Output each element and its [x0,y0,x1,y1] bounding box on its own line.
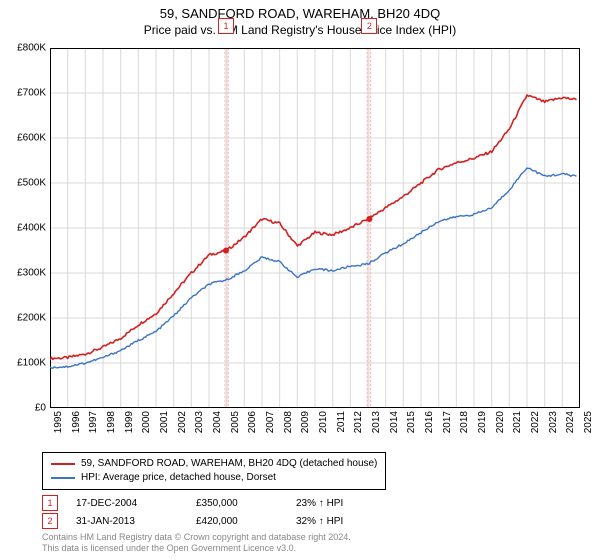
x-tick-label: 1997 [88,411,99,433]
x-tick-label: 2019 [477,411,488,433]
legend-label: HPI: Average price, detached house, Dors… [81,471,276,485]
legend-item: HPI: Average price, detached house, Dors… [51,471,377,485]
x-tick-label: 2005 [230,411,241,433]
x-tick-label: 2020 [495,411,506,433]
x-tick-label: 2018 [459,411,470,433]
sale-date: 17-DEC-2004 [76,498,196,509]
x-tick-label: 2014 [389,411,400,433]
sale-date: 31-JAN-2013 [76,516,196,527]
chart-container: 59, SANDFORD ROAD, WAREHAM, BH20 4DQ Pri… [0,0,600,560]
sale-row: 1 17-DEC-2004£350,00023% HPI [42,494,396,512]
x-tick-label: 2015 [406,411,417,433]
x-tick-label: 2011 [336,411,347,433]
chart-subtitle: Price paid vs. HM Land Registry's House … [0,21,600,43]
x-tick-label: 1999 [124,411,135,433]
y-tick-label: £100K [17,358,46,369]
x-tick-label: 2025 [583,411,594,433]
y-tick-label: £800K [17,43,46,54]
sale-price: £420,000 [196,516,296,527]
legend-label: 59, SANDFORD ROAD, WAREHAM, BH20 4DQ (de… [81,457,377,471]
sale-marker-1: 1 [218,18,234,34]
y-tick-label: £400K [17,223,46,234]
x-tick-label: 2013 [371,411,382,433]
legend-item: 59, SANDFORD ROAD, WAREHAM, BH20 4DQ (de… [51,457,377,471]
x-tick-label: 1995 [53,411,64,433]
sale-price: £350,000 [196,498,296,509]
y-tick-label: £500K [17,178,46,189]
legend: 59, SANDFORD ROAD, WAREHAM, BH20 4DQ (de… [42,452,386,490]
y-tick-label: £300K [17,268,46,279]
sale-diff: 23% HPI [296,498,396,509]
sale-marker-box: 2 [42,513,58,529]
x-tick-label: 2002 [177,411,188,433]
y-tick-label: £600K [17,133,46,144]
sale-diff: 32% HPI [296,516,396,527]
footer-line-2: This data is licensed under the Open Gov… [42,543,351,554]
y-tick-label: £200K [17,313,46,324]
sale-diff-suffix: HPI [324,498,343,509]
sale-marker-2: 2 [361,18,377,34]
x-tick-label: 2001 [159,411,170,433]
x-tick-label: 2023 [548,411,559,433]
x-tick-label: 2022 [530,411,541,433]
x-tick-label: 2021 [512,411,523,433]
x-tick-label: 2017 [442,411,453,433]
y-tick-label: £700K [17,88,46,99]
x-tick-label: 2012 [353,411,364,433]
x-tick-label: 2010 [318,411,329,433]
x-tick-label: 2008 [283,411,294,433]
chart-area: £0£100K£200K£300K£400K£500K£600K£700K£80… [50,48,580,408]
sale-diff-suffix: HPI [324,516,343,527]
x-tick-label: 1998 [106,411,117,433]
x-tick-label: 2016 [424,411,435,433]
sale-marker-box: 1 [42,495,58,511]
y-tick-label: £0 [35,403,46,414]
x-tick-label: 2003 [194,411,205,433]
chart-svg [50,48,580,408]
x-tick-label: 2024 [565,411,576,433]
sale-row: 2 31-JAN-2013£420,00032% HPI [42,512,396,530]
x-tick-label: 2006 [247,411,258,433]
legend-swatch [51,463,75,465]
footer-attribution: Contains HM Land Registry data © Crown c… [42,532,351,554]
x-tick-label: 2000 [141,411,152,433]
x-tick-label: 2004 [212,411,223,433]
legend-swatch [51,477,75,479]
footer-line-1: Contains HM Land Registry data © Crown c… [42,532,351,543]
x-tick-label: 1996 [71,411,82,433]
chart-title: 59, SANDFORD ROAD, WAREHAM, BH20 4DQ [0,0,600,21]
sales-table: 1 17-DEC-2004£350,00023% HPI 2 31-JAN-2013£… [42,494,396,530]
x-tick-label: 2009 [300,411,311,433]
x-tick-label: 2007 [265,411,276,433]
